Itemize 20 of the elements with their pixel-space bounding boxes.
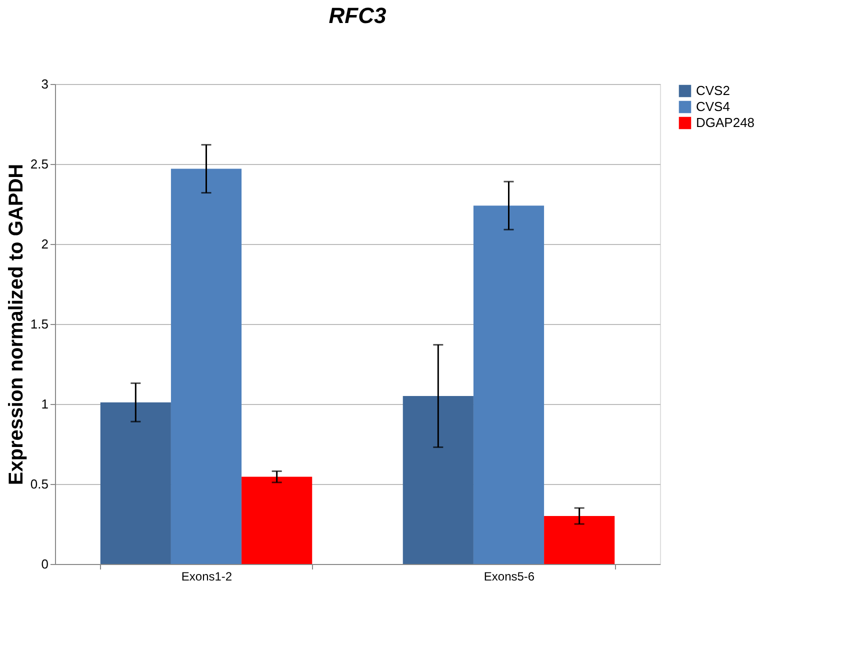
bar <box>402 396 474 564</box>
bar <box>473 206 544 564</box>
y-tick-label: 1.5 <box>30 316 48 332</box>
x-tick-label: Exons1-2 <box>181 570 232 584</box>
legend-label: DGAP248 <box>696 115 755 130</box>
y-tick-label: 0.5 <box>30 476 48 492</box>
y-tick-label: 2 <box>41 236 48 252</box>
legend-label: CVS2 <box>696 83 730 98</box>
bar <box>544 516 615 564</box>
y-tick-label: 2.5 <box>30 156 48 172</box>
bar <box>242 476 312 564</box>
x-tick-label: Exons5-6 <box>484 570 535 584</box>
bar <box>100 402 171 564</box>
chart-title: RFC3 <box>328 3 386 28</box>
legend-label: CVS4 <box>696 99 730 114</box>
y-axis-title: Expression normalized to GAPDH <box>5 164 28 486</box>
y-tick-label: 0 <box>41 556 48 572</box>
bar <box>170 168 242 564</box>
y-tick-label: 3 <box>41 76 48 92</box>
y-tick-label: 1 <box>41 396 48 412</box>
